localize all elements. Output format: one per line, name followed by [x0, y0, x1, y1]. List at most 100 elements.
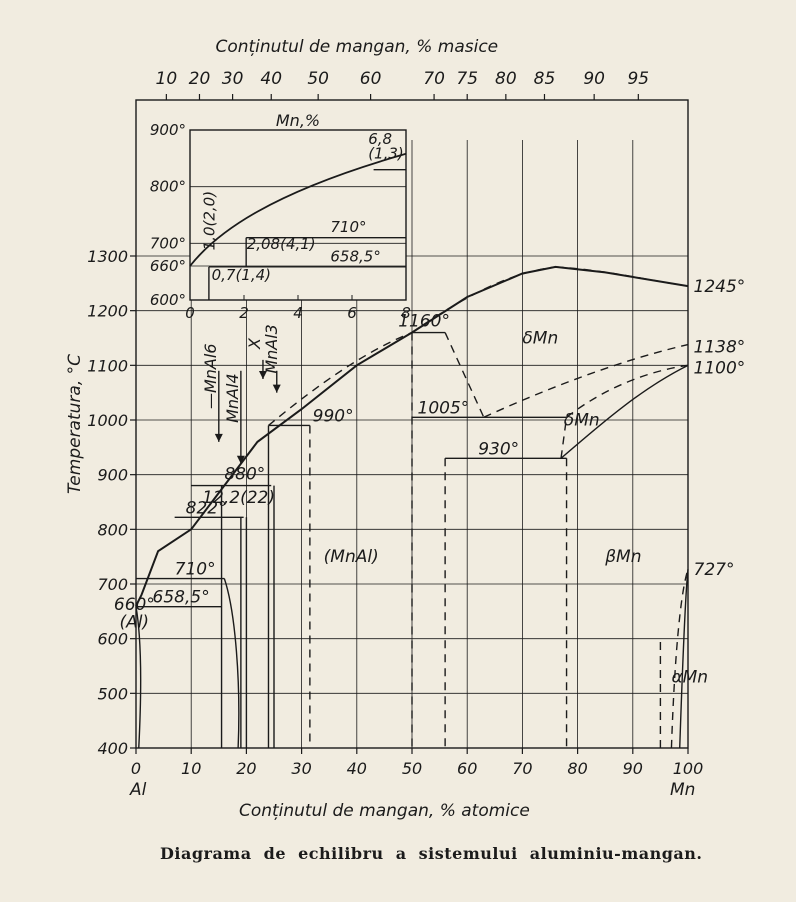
x-tick-label: 60: [457, 759, 477, 778]
top-tick-label: 85: [534, 69, 556, 89]
annotation-label: 658,5°: [153, 588, 210, 608]
inset-x-tick: 2: [239, 304, 249, 322]
annotation-label: 930°: [478, 439, 519, 459]
al-solvus: [135, 606, 142, 749]
annotation-label: 822°: [186, 498, 227, 518]
inset-annotation: (1,3): [368, 144, 404, 162]
top-tick-label: 10: [156, 69, 178, 89]
annotation-label: 1138°: [694, 338, 746, 358]
annotation-label: 727°: [694, 560, 735, 580]
x-tick-label: 20: [236, 759, 256, 778]
x-tick-label: 80: [567, 759, 587, 778]
top-tick-label: 75: [456, 69, 478, 89]
x-tick-label: 40: [347, 759, 367, 778]
inset-y-tick: 600°: [150, 291, 186, 309]
y-tick-label: 900: [97, 466, 128, 485]
y-tick-label: 500: [97, 684, 128, 703]
top-tick-label: 60: [360, 69, 382, 89]
annotation-label: (MnAl): [324, 547, 379, 567]
annotation-label: 1005°: [418, 398, 470, 418]
top-tick-label: 80: [495, 69, 517, 89]
curve-710: [223, 578, 240, 749]
x-tick-label: 90: [623, 759, 643, 778]
annotation-label: βMn: [604, 547, 641, 567]
y-tick-label: 1000: [87, 411, 128, 430]
annotation-label: 660°: [114, 595, 155, 615]
axis-end-left: Al: [130, 780, 147, 800]
y-tick-label: 800: [97, 520, 128, 539]
x-tick-label: 0: [131, 759, 141, 778]
y-tick-label: 1200: [87, 302, 128, 321]
top-tick-label: 95: [627, 69, 649, 89]
figure-caption: Diagrama de echilibru a sistemului alumi…: [160, 844, 703, 863]
inset-annotation: 710°: [330, 218, 366, 236]
x-tick-label: 100: [673, 759, 704, 778]
arrow-head: [258, 371, 267, 379]
annotation-label: (Al): [119, 613, 149, 633]
x-tick-label: 50: [402, 759, 422, 778]
inset-x-tick: 4: [293, 304, 303, 322]
inset-title: Mn,%: [276, 111, 320, 130]
dashed-short: [560, 417, 568, 459]
dashed-curve-990-1160: [268, 331, 413, 427]
inset-annotation: 6,8: [368, 130, 392, 148]
top-tick-label: 50: [307, 69, 329, 89]
inset-frame: [189, 129, 407, 301]
top-tick-label: 20: [189, 69, 211, 89]
y-tick-label: 700: [97, 575, 128, 594]
y-axis-title: Temperatura, °C: [65, 354, 85, 494]
y-tick-label: 600: [97, 630, 128, 649]
inset-x-tick: 8: [401, 304, 411, 322]
y-tick-label: 1100: [87, 356, 128, 375]
annotation-label: δMn: [564, 410, 600, 430]
annotation-label: 12,2(22): [202, 488, 275, 508]
x-tick-label: 70: [512, 759, 532, 778]
top-axis-title: Conținutul de mangan, % masice: [215, 37, 498, 57]
top-tick-label: 90: [583, 69, 605, 89]
annotation-label: 880°: [224, 465, 265, 485]
arrow-head: [236, 455, 245, 464]
compound-label: MnAl4: [223, 373, 242, 423]
inset-y-tick: 700°: [150, 234, 186, 252]
dashed-1245: [555, 266, 689, 287]
y-tick-label: 1300: [87, 247, 128, 266]
annotation-label: αMn: [671, 667, 708, 687]
dashed-alpha-right: [670, 569, 689, 749]
inset-y-tick: 800°: [150, 178, 186, 196]
annotation-label: 990°: [313, 406, 354, 426]
inset-y-tick: 900°: [150, 121, 186, 139]
dashed-curve-upper: [411, 266, 556, 334]
top-tick-label: 30: [222, 69, 244, 89]
arrow-head: [272, 384, 281, 393]
compound-label: X: [245, 337, 264, 350]
dashed-1100: [566, 364, 689, 418]
arrow-head: [214, 433, 223, 442]
inset-x-tick: 0: [185, 304, 195, 322]
annotation-label: 710°: [175, 560, 216, 580]
compound-label: MnAl3: [262, 324, 281, 374]
top-tick-label: 70: [423, 69, 445, 89]
inset-liquidus: [189, 152, 407, 267]
alpha-solvus: [679, 569, 689, 749]
annotation-label: 1245°: [694, 277, 746, 297]
x-tick-label: 10: [181, 759, 201, 778]
top-tick-label: 40: [260, 69, 282, 89]
x-tick-label: 30: [291, 759, 311, 778]
inset-annotation: 1,0(2,0): [200, 191, 218, 250]
inset-annotation: 2,08(4,1): [247, 235, 316, 253]
dashed-delta-left: [444, 332, 485, 418]
inset-annotation: 658,5°: [330, 247, 380, 265]
dashed-1138: [483, 343, 689, 418]
annotation-label: 1100°: [694, 358, 746, 378]
annotation-label: δMn: [522, 328, 558, 348]
inset-y-tick: 660°: [150, 257, 186, 275]
axis-end-right: Mn: [670, 780, 696, 800]
liquidus-curve: [135, 265, 689, 607]
bottom-axis-title: Conținutul de mangan, % atomice: [239, 801, 530, 821]
y-tick-label: 400: [97, 739, 128, 758]
compound-label: —MnAl6: [201, 344, 220, 410]
solid-1100: [560, 364, 689, 459]
inset-annotation: 0,7(1,4): [212, 266, 271, 284]
